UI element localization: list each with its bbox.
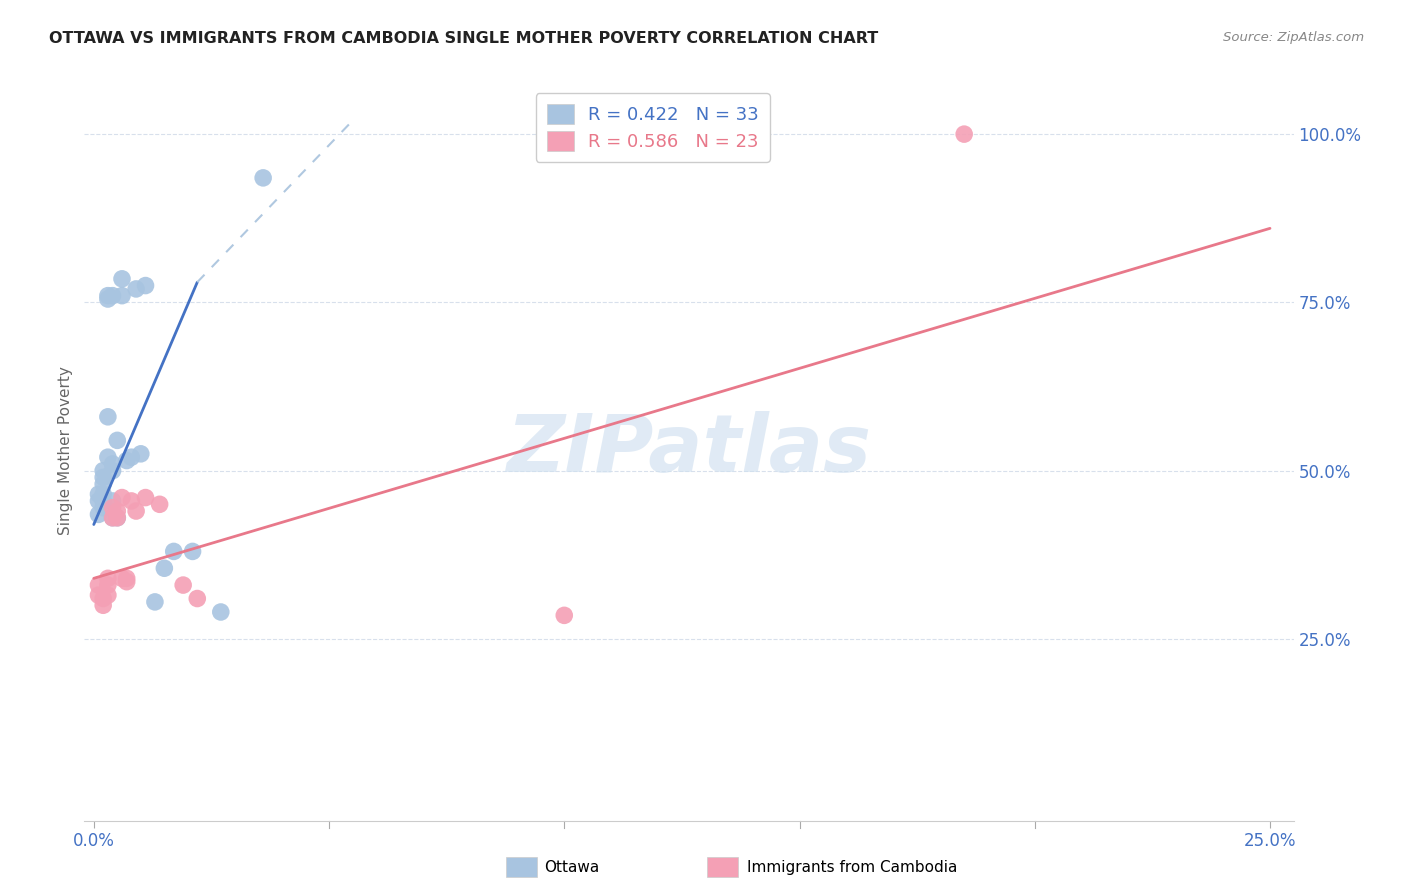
Text: Source: ZipAtlas.com: Source: ZipAtlas.com — [1223, 31, 1364, 45]
Point — [172, 578, 194, 592]
Text: ZIPatlas: ZIPatlas — [506, 411, 872, 490]
Text: OTTAWA VS IMMIGRANTS FROM CAMBODIA SINGLE MOTHER POVERTY CORRELATION CHART: OTTAWA VS IMMIGRANTS FROM CAMBODIA SINGL… — [49, 31, 879, 46]
Point — [135, 278, 157, 293]
Point — [97, 578, 120, 592]
Legend: R = 0.422   N = 33, R = 0.586   N = 23: R = 0.422 N = 33, R = 0.586 N = 23 — [536, 93, 769, 161]
Point — [115, 453, 138, 467]
Point — [91, 500, 114, 515]
Point — [91, 591, 114, 606]
Point — [143, 595, 166, 609]
Point — [101, 510, 124, 524]
Point — [186, 591, 208, 606]
Point — [115, 571, 138, 585]
Point — [97, 409, 120, 424]
Point — [101, 464, 124, 478]
Point — [91, 494, 114, 508]
Text: Immigrants from Cambodia: Immigrants from Cambodia — [747, 860, 957, 874]
Point — [101, 288, 124, 302]
Point — [97, 571, 120, 585]
Point — [252, 170, 274, 185]
Point — [97, 292, 120, 306]
Point — [111, 272, 134, 286]
Point — [125, 282, 148, 296]
Point — [105, 510, 128, 524]
Point — [87, 578, 110, 592]
Point — [105, 510, 128, 524]
Point — [91, 599, 114, 613]
Point — [129, 447, 152, 461]
Point — [91, 470, 114, 484]
Point — [101, 457, 124, 471]
Point — [553, 608, 575, 623]
Point — [111, 288, 134, 302]
Point — [91, 477, 114, 491]
Point — [149, 497, 172, 511]
Point — [105, 434, 128, 448]
Point — [91, 487, 114, 501]
Point — [101, 510, 124, 524]
Point — [135, 491, 157, 505]
Point — [953, 127, 976, 141]
Point — [91, 464, 114, 478]
Point — [120, 494, 142, 508]
Point — [101, 494, 124, 508]
Point — [87, 494, 110, 508]
Point — [97, 288, 120, 302]
Point — [115, 574, 138, 589]
Point — [163, 544, 186, 558]
Point — [101, 500, 124, 515]
Point — [87, 508, 110, 522]
Point — [181, 544, 204, 558]
Point — [111, 571, 134, 585]
Point — [105, 504, 128, 518]
Point — [209, 605, 232, 619]
Text: Ottawa: Ottawa — [544, 860, 599, 874]
Point — [97, 450, 120, 465]
Point — [125, 504, 148, 518]
Point — [111, 491, 134, 505]
Point — [120, 450, 142, 465]
Point — [97, 588, 120, 602]
Point — [153, 561, 176, 575]
Point — [87, 588, 110, 602]
Y-axis label: Single Mother Poverty: Single Mother Poverty — [58, 366, 73, 535]
Point — [87, 487, 110, 501]
